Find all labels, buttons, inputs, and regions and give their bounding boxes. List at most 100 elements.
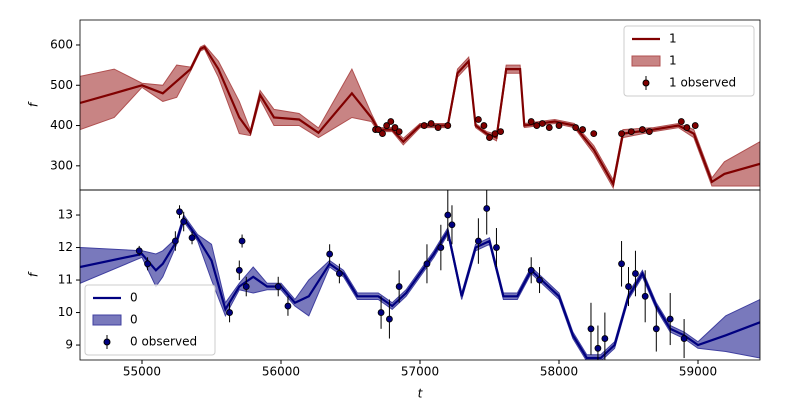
confidence-band bbox=[80, 44, 760, 190]
legend: 0 0 0 observed bbox=[84, 284, 216, 356]
legend-box bbox=[84, 284, 216, 356]
observed-point bbox=[284, 302, 292, 310]
observed-point bbox=[666, 315, 674, 323]
observed-point bbox=[618, 130, 625, 138]
observed-point bbox=[444, 122, 452, 129]
observed-point bbox=[326, 250, 334, 258]
x-tick-label: 56000 bbox=[262, 365, 300, 379]
observed-point bbox=[536, 276, 543, 284]
observed-point bbox=[645, 128, 653, 135]
observed-point bbox=[377, 309, 385, 316]
y-tick-label: 13 bbox=[58, 208, 73, 222]
observed-point bbox=[555, 122, 563, 129]
observed-point bbox=[448, 221, 456, 229]
observed-point bbox=[474, 116, 482, 123]
observed-point bbox=[144, 260, 151, 268]
observed-point bbox=[527, 266, 535, 274]
observed-point bbox=[590, 130, 598, 138]
observed-point bbox=[677, 118, 685, 125]
observed-point bbox=[486, 134, 493, 142]
x-tick-label: 58000 bbox=[540, 365, 578, 379]
observed-point bbox=[242, 283, 250, 290]
x-axis-label: t bbox=[418, 387, 424, 400]
x-tick-label: 55000 bbox=[123, 365, 161, 379]
observed-point bbox=[538, 120, 546, 127]
x-tick-label: 59000 bbox=[679, 365, 717, 379]
observed-point bbox=[572, 124, 580, 131]
observed-point bbox=[483, 205, 491, 212]
observed-point bbox=[238, 237, 246, 245]
observed-point bbox=[641, 292, 649, 300]
plot-area bbox=[80, 190, 760, 360]
y-tick-label: 300 bbox=[50, 158, 73, 172]
observed-point bbox=[387, 118, 395, 125]
observed-point bbox=[180, 218, 188, 225]
legend-label: 0 bbox=[130, 313, 138, 327]
observed-point bbox=[587, 325, 595, 333]
observed-point bbox=[395, 283, 403, 290]
observed-point bbox=[527, 118, 535, 125]
observed-point bbox=[383, 122, 391, 129]
legend-label: 0 observed bbox=[130, 335, 197, 349]
legend-patch bbox=[92, 314, 122, 326]
y-axis-label: f bbox=[27, 271, 41, 277]
observed-point bbox=[474, 237, 482, 245]
observed-point bbox=[680, 335, 688, 342]
observed-point bbox=[627, 128, 635, 135]
x-tick-label: 57000 bbox=[401, 365, 439, 379]
y-tick-label: 10 bbox=[58, 305, 73, 319]
y-tick-label: 400 bbox=[50, 118, 73, 132]
plot-area bbox=[80, 44, 760, 190]
observed-point bbox=[434, 124, 442, 131]
y-tick-label: 9 bbox=[65, 338, 73, 352]
observed-point bbox=[423, 260, 431, 268]
observed-point bbox=[625, 283, 632, 290]
observed-point bbox=[386, 315, 393, 323]
observed-point bbox=[444, 211, 452, 219]
observed-point bbox=[652, 325, 660, 333]
legend: 1 1 1 observed bbox=[623, 25, 755, 97]
y-tick-label: 11 bbox=[58, 273, 73, 287]
observed-point bbox=[683, 124, 691, 131]
observed-point bbox=[533, 122, 541, 129]
y-tick-label: 500 bbox=[50, 78, 73, 92]
observed-point bbox=[639, 126, 646, 133]
observed-point bbox=[379, 130, 386, 138]
observed-point bbox=[437, 244, 445, 251]
observed-point bbox=[188, 234, 196, 242]
observed-point bbox=[226, 309, 233, 316]
confidence-band bbox=[80, 213, 760, 360]
observed-point bbox=[480, 122, 488, 129]
observed-point bbox=[135, 247, 143, 255]
legend-label: 1 observed bbox=[669, 76, 736, 90]
y-tick-label: 600 bbox=[50, 37, 73, 51]
observed-point bbox=[274, 283, 282, 290]
observed-point bbox=[374, 126, 382, 133]
legend-marker bbox=[103, 338, 111, 346]
observed-point bbox=[171, 237, 179, 245]
observed-point bbox=[579, 126, 587, 133]
legend-label: 1 bbox=[669, 32, 677, 46]
observed-point bbox=[235, 266, 243, 274]
legend-label: 0 bbox=[130, 291, 138, 305]
observed-point bbox=[176, 208, 183, 216]
legend-marker bbox=[642, 79, 650, 87]
observed-point bbox=[632, 270, 639, 277]
mean-line bbox=[80, 45, 760, 188]
observed-point bbox=[427, 120, 435, 127]
observed-point bbox=[691, 122, 699, 129]
observed-point bbox=[395, 128, 403, 135]
observed-point bbox=[391, 124, 399, 131]
legend-box bbox=[623, 25, 755, 97]
legend-label: 1 bbox=[669, 54, 677, 68]
observed-point bbox=[420, 122, 428, 129]
observed-point bbox=[594, 344, 602, 352]
observed-point bbox=[335, 270, 343, 277]
y-axis-label: f bbox=[27, 101, 41, 107]
observed-point bbox=[497, 128, 505, 135]
observed-point bbox=[601, 335, 609, 342]
legend-patch bbox=[631, 55, 661, 67]
observed-point bbox=[493, 244, 500, 251]
observed-point bbox=[618, 260, 625, 268]
